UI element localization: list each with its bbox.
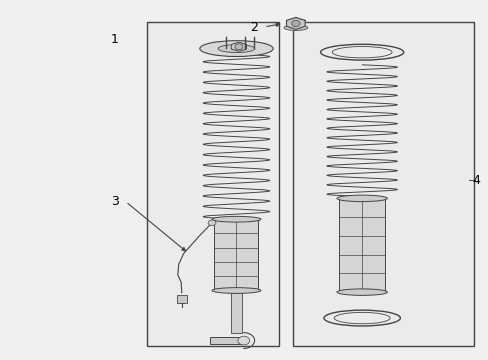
Ellipse shape — [212, 288, 261, 293]
Text: 3: 3 — [111, 195, 119, 208]
Ellipse shape — [336, 195, 386, 202]
Circle shape — [235, 44, 243, 50]
Ellipse shape — [336, 289, 386, 295]
Ellipse shape — [218, 45, 254, 53]
Bar — [209, 337, 244, 344]
Text: 4: 4 — [472, 174, 480, 186]
Bar — [214, 219, 258, 291]
Text: 1: 1 — [111, 33, 119, 46]
Bar — [177, 295, 186, 303]
Ellipse shape — [212, 216, 261, 222]
Circle shape — [208, 220, 216, 226]
Bar — [338, 198, 385, 292]
Bar — [231, 291, 242, 333]
Bar — [293, 22, 473, 346]
Ellipse shape — [284, 25, 307, 31]
Ellipse shape — [200, 41, 273, 57]
Polygon shape — [231, 42, 246, 51]
Circle shape — [237, 336, 249, 345]
Circle shape — [291, 20, 300, 27]
Text: 2: 2 — [250, 21, 258, 33]
Bar — [146, 22, 278, 346]
Polygon shape — [286, 18, 305, 30]
